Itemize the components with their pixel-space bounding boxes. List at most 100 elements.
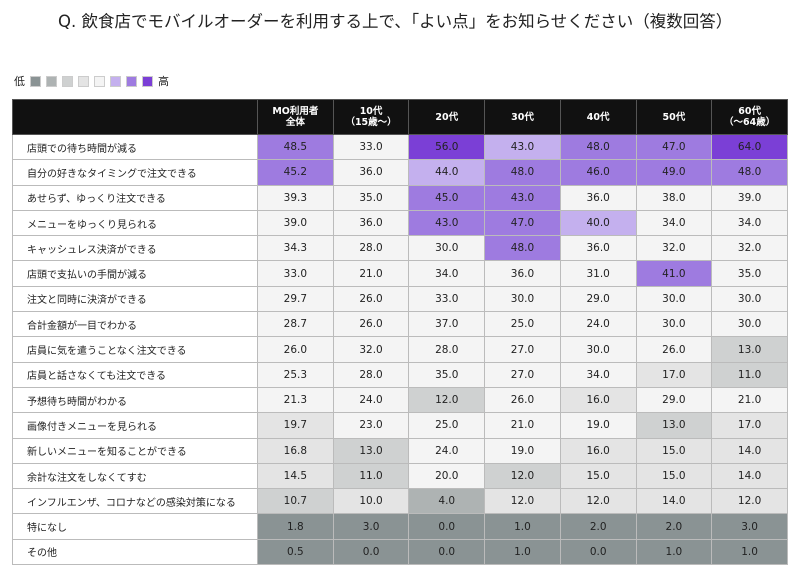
cell: 26.0: [635, 336, 713, 363]
cell: 13.0: [332, 437, 410, 464]
cell: 12.0: [484, 462, 561, 490]
cell: 24.0: [408, 437, 486, 464]
legend-high: 高: [158, 75, 169, 88]
row-label: 余計な注文をしなくてすむ: [12, 462, 258, 490]
cell: 43.0: [484, 133, 561, 161]
cell: 15.0: [635, 462, 713, 490]
cell: 30.0: [711, 285, 788, 313]
cell: 26.0: [484, 386, 561, 414]
cell: 48.0: [559, 133, 637, 161]
cell: 11.0: [711, 361, 788, 388]
legend: 低高: [14, 73, 169, 89]
cell: 49.0: [635, 159, 713, 186]
row-label: 注文と同時に決済ができる: [12, 285, 258, 313]
cell: 34.3: [257, 235, 334, 262]
cell: 19.7: [257, 412, 334, 439]
cell: 2.0: [635, 513, 713, 540]
cell: 34.0: [711, 209, 788, 237]
cell: 15.0: [635, 437, 713, 464]
cell: 0.0: [408, 513, 486, 540]
cell: 19.0: [559, 412, 637, 439]
cell: 1.8: [257, 513, 334, 540]
cell: 33.0: [332, 133, 410, 161]
cell: 26.0: [257, 336, 334, 363]
row: 画像付きメニューを見られる 19.7 23.0 25.0 21.0 19.0 13.0 17.…: [12, 412, 788, 439]
cell: 35.0: [711, 260, 788, 287]
cell: 30.0: [635, 311, 713, 338]
cell: 27.0: [484, 336, 561, 363]
row: 店頭で支払いの手間が減る 33.0 21.0 34.0 36.0 31.0 41.0 35.0: [12, 260, 788, 287]
row-label: 店頭で支払いの手間が減る: [12, 260, 258, 287]
cell: 30.0: [408, 235, 486, 262]
cell: 48.0: [484, 159, 561, 186]
cell: 17.0: [635, 361, 713, 388]
row: 自分の好きなタイミングで注文できる 45.2 36.0 44.0 48.0 46.0 49.…: [12, 159, 788, 186]
legend-swatch: [126, 75, 137, 87]
cell: 15.0: [559, 462, 637, 490]
cell: 44.0: [408, 159, 486, 186]
row-label: キャッシュレス決済ができる: [12, 235, 258, 262]
row-label: インフルエンザ、コロナなどの感染対策になる: [12, 488, 258, 515]
cell: 14.5: [257, 462, 334, 490]
column-header: 50代: [635, 99, 713, 135]
cell: 14.0: [635, 488, 713, 515]
row-label: 画像付きメニューを見られる: [12, 412, 258, 439]
cell: 30.0: [559, 336, 637, 363]
cell: 17.0: [711, 412, 788, 439]
cell: 32.0: [332, 336, 410, 363]
title: Q. 飲食店でモバイルオーダーを利用する上で、「よい点」をお知らせください（複数…: [58, 12, 733, 31]
cell: 12.0: [559, 488, 637, 515]
legend-swatch: [78, 75, 89, 87]
cell: 40.0: [559, 209, 637, 237]
row-label: 店員と話さなくても注文できる: [12, 361, 258, 388]
cell: 36.0: [332, 159, 410, 186]
cell: 38.0: [635, 184, 713, 211]
row: その他 0.5 0.0 0.0 1.0 0.0 1.0 1.0: [12, 538, 788, 566]
cell: 41.0: [635, 260, 713, 287]
row: 余計な注文をしなくてすむ 14.5 11.0 20.0 12.0 15.0 15.0 14.0: [12, 462, 788, 490]
cell: 33.0: [257, 260, 334, 287]
legend-swatch: [46, 75, 57, 87]
cell: 0.0: [332, 538, 410, 566]
cell: 25.0: [408, 412, 486, 439]
column-header: 40代: [559, 99, 637, 135]
cell: 1.0: [635, 538, 713, 566]
cell: 30.0: [711, 311, 788, 338]
corner-cell: [12, 99, 258, 135]
cell: 46.0: [559, 159, 637, 186]
row: 特になし 1.8 3.0 0.0 1.0 2.0 2.0 3.0: [12, 513, 788, 540]
cell: 13.0: [635, 412, 713, 439]
row: インフルエンザ、コロナなどの感染対策になる 10.7 10.0 4.0 12.0 12.0…: [12, 488, 788, 515]
row-label: メニューをゆっくり見られる: [12, 209, 258, 237]
row-label: 特になし: [12, 513, 258, 540]
cell: 34.0: [559, 361, 637, 388]
cell: 21.0: [332, 260, 410, 287]
cell: 25.3: [257, 361, 334, 388]
legend-swatch: [30, 75, 41, 87]
cell: 36.0: [559, 235, 637, 262]
cell: 56.0: [408, 133, 486, 161]
cell: 13.0: [711, 336, 788, 363]
cell: 37.0: [408, 311, 486, 338]
cell: 30.0: [484, 285, 561, 313]
cell: 48.0: [711, 159, 788, 186]
cell: 23.0: [332, 412, 410, 439]
cell: 3.0: [332, 513, 410, 540]
cell: 45.0: [408, 184, 486, 211]
heatmap-table: MO利用者 全体 10代 （15歳〜） 20代 30代 40代 50代 60代 （〜64歳）…: [12, 99, 788, 566]
cell: 14.0: [711, 462, 788, 490]
row: 新しいメニューを知ることができる 16.8 13.0 24.0 19.0 16.0 15.0…: [12, 437, 788, 464]
cell: 12.0: [408, 386, 486, 414]
row-label: 新しいメニューを知ることができる: [12, 437, 258, 464]
column-header: 10代 （15歳〜）: [332, 99, 410, 135]
cell: 26.0: [332, 311, 410, 338]
cell: 12.0: [484, 488, 561, 515]
row: 合計金額が一目でわかる 28.7 26.0 37.0 25.0 24.0 30.0 30.0: [12, 311, 788, 338]
cell: 39.0: [257, 209, 334, 237]
cell: 26.0: [332, 285, 410, 313]
cell: 16.8: [257, 437, 334, 464]
cell: 47.0: [635, 133, 713, 161]
cell: 32.0: [635, 235, 713, 262]
column-header: 60代 （〜64歳）: [711, 99, 788, 135]
